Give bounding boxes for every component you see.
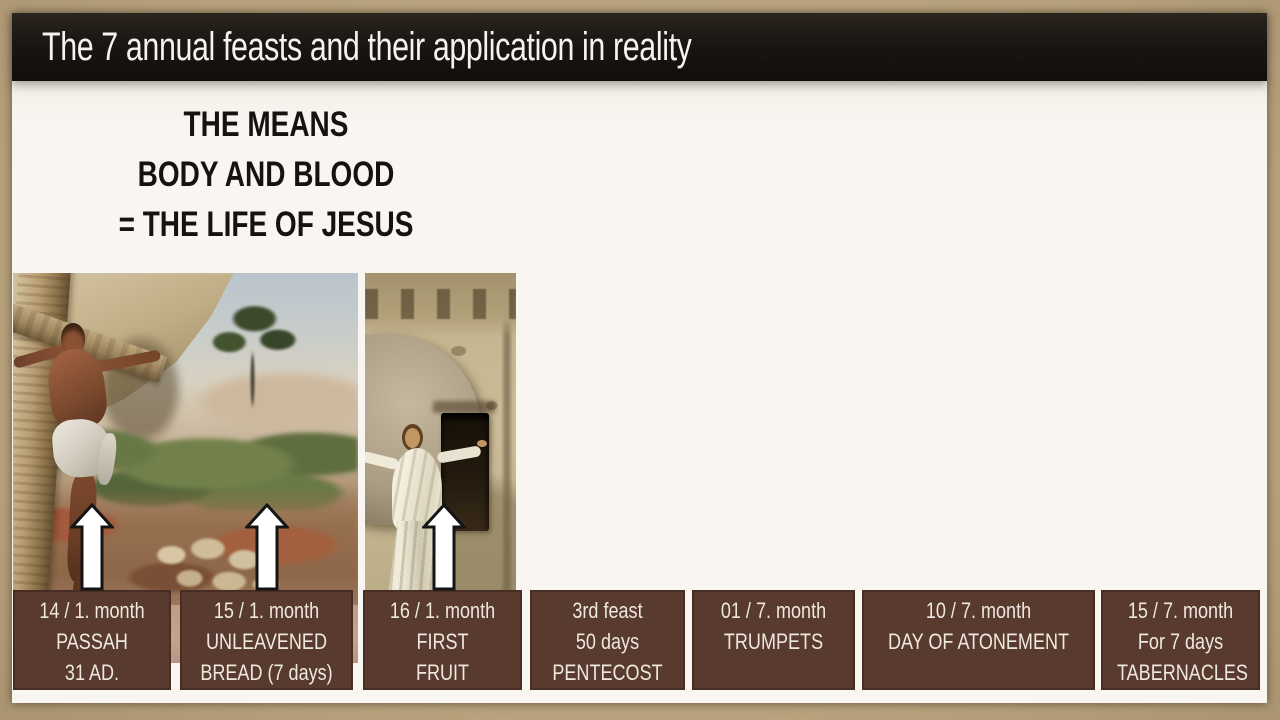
feast-line: For 7 days <box>1137 629 1224 654</box>
feast-line: BREAD (7 days) <box>200 660 333 685</box>
feast-box-first-fruit: 16 / 1. month FIRST FRUIT <box>363 590 522 690</box>
feast-box-tabernacles: 15 / 7. month For 7 days TABERNACLES <box>1101 590 1260 690</box>
feast-line: 14 / 1. month <box>39 598 145 623</box>
heading-line: BODY AND BLOOD <box>137 155 395 194</box>
photo-tree <box>206 292 303 410</box>
risen-jesus-left-hand <box>365 464 366 471</box>
feast-line: 3rd feast <box>572 598 643 623</box>
feast-line: PENTECOST <box>552 660 663 685</box>
feast-line: PASSAH <box>56 629 128 654</box>
feast-line: 15 / 7. month <box>1127 598 1234 623</box>
feast-line: UNLEAVENED <box>206 629 327 654</box>
heading-line: THE MEANS <box>183 105 349 144</box>
feast-box-unleavened-bread: 15 / 1. month UNLEAVENED BREAD (7 days) <box>180 590 353 690</box>
feast-line: FIRST <box>416 629 469 654</box>
slide-title-bar: The 7 annual feasts and their applicatio… <box>12 13 1267 81</box>
feast-box-trumpets: 01 / 7. month TRUMPETS <box>692 590 855 690</box>
feast-box-day-of-atonement: 10 / 7. month DAY OF ATONEMENT <box>862 590 1095 690</box>
up-arrow-icon <box>70 503 114 591</box>
feast-line: DAY OF ATONEMENT <box>887 629 1070 654</box>
feast-line: FRUIT <box>415 660 470 685</box>
heading-block: THE MEANS BODY AND BLOOD = THE LIFE OF J… <box>76 100 456 250</box>
tomb-carved-notches-layer <box>365 289 516 319</box>
feast-line: 10 / 7. month <box>925 598 1032 623</box>
feast-line: 31 AD. <box>64 660 120 685</box>
up-arrow-icon <box>422 503 466 591</box>
slide-title: The 7 annual feasts and their applicatio… <box>42 24 692 69</box>
feast-line: TRUMPETS <box>723 629 824 654</box>
feast-line: 01 / 7. month <box>720 598 827 623</box>
feast-line: 50 days <box>575 629 640 654</box>
feast-box-passah: 14 / 1. month PASSAH 31 AD. <box>13 590 171 690</box>
up-arrow-icon <box>245 503 289 591</box>
risen-jesus-face <box>405 428 420 448</box>
tomb-door-lintel-shadow <box>433 401 495 413</box>
feast-line: TABERNACLES <box>1116 660 1248 685</box>
risen-jesus-right-hand <box>477 440 487 447</box>
feast-line: 15 / 1. month <box>213 598 320 623</box>
heading-line: = THE LIFE OF JESUS <box>118 205 414 244</box>
feast-box-pentecost: 3rd feast 50 days PENTECOST <box>530 590 685 690</box>
feast-line: 16 / 1. month <box>389 598 496 623</box>
